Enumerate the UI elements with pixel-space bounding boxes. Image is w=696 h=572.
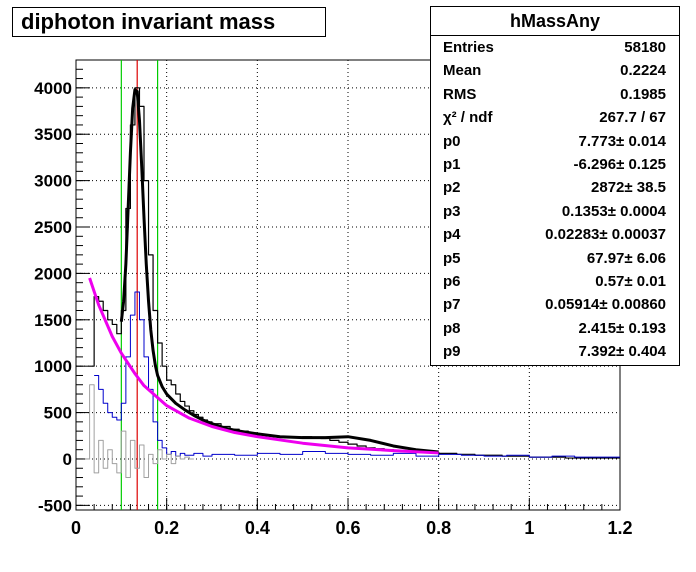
stats-value: 2.415± 0.193 (578, 319, 666, 337)
stats-row: p3 0.1353± 0.0004 (431, 200, 679, 223)
stats-value: 7.773± 0.014 (578, 132, 666, 150)
y-tick-label: 3000 (34, 172, 72, 191)
stats-label: χ² / ndf (443, 109, 493, 127)
stats-label: p3 (443, 202, 461, 220)
y-tick-label: 0 (63, 450, 72, 469)
x-tick-label: 1.2 (607, 518, 632, 538)
stats-label: p8 (443, 319, 461, 337)
stats-row: Mean 0.2224 (431, 59, 679, 82)
histogram-series (94, 291, 620, 458)
x-tick-label: 0.6 (335, 518, 360, 538)
stats-label: p4 (443, 226, 461, 244)
stats-row: χ² / ndf 267.7 / 67 (431, 106, 679, 129)
stats-label: Entries (443, 39, 494, 56)
stats-value: 2872± 38.5 (591, 179, 666, 197)
fit-curve (119, 88, 439, 454)
stats-row: Entries 58180 (431, 36, 679, 59)
stats-value: 0.1985 (620, 85, 666, 103)
stats-row: p9 7.392± 0.404 (431, 340, 679, 363)
stats-row: p6 0.57± 0.01 (431, 270, 679, 293)
stats-value: 0.05914± 0.00860 (545, 296, 666, 314)
x-tick-label: 0 (71, 518, 81, 538)
stats-label: p5 (443, 249, 461, 267)
y-tick-label: 1000 (34, 357, 72, 376)
stats-value: 0.57± 0.01 (595, 272, 666, 290)
stats-value: 58180 (624, 39, 666, 56)
x-tick-label: 0.4 (245, 518, 270, 538)
y-tick-label: 2500 (34, 218, 72, 237)
y-tick-label: 2000 (34, 264, 72, 283)
stats-value: 0.2224 (620, 62, 666, 80)
axis-ticks (75, 68, 621, 510)
stats-box: hMassAny Entries 58180 Mean 0.2224 RMS 0.1985… (430, 6, 680, 366)
chart-title: diphoton invariant mass (12, 7, 326, 37)
x-tick-label: 0.8 (426, 518, 451, 538)
stats-row: p7 0.05914± 0.00860 (431, 293, 679, 316)
stats-label: RMS (443, 85, 477, 103)
stats-label: p7 (443, 296, 461, 314)
y-tick-label: 3500 (34, 125, 72, 144)
tick-labels: 0 0.2 0.4 0.6 0.8 1 1.2 -500 0 500 1000 1500 2000 250… (34, 79, 632, 538)
series-layer (85, 87, 620, 479)
stats-value: 7.392± 0.404 (578, 343, 666, 361)
stats-value: -6.296± 0.125 (573, 155, 666, 173)
stats-label: p6 (443, 272, 461, 290)
stats-value: 267.7 / 67 (599, 109, 666, 127)
stats-label: p1 (443, 155, 461, 173)
stats-row: p8 2.415± 0.193 (431, 317, 679, 340)
stats-label: p9 (443, 343, 461, 361)
stats-row: p0 7.773± 0.014 (431, 130, 679, 153)
stats-row: p5 67.97± 6.06 (431, 247, 679, 270)
stats-title: hMassAny (431, 7, 679, 36)
fit-curve (88, 277, 439, 455)
y-tick-label: 4000 (34, 79, 72, 98)
y-tick-label: -500 (38, 496, 72, 515)
y-tick-label: 500 (44, 404, 72, 423)
stats-label: p2 (443, 179, 461, 197)
stats-value: 0.1353± 0.0004 (561, 202, 666, 220)
stats-label: p0 (443, 132, 461, 150)
histogram-series (85, 384, 194, 479)
stats-rows: Entries 58180 Mean 0.2224 RMS 0.1985 χ² / ndf 2… (431, 36, 679, 363)
stats-row: p4 0.02283± 0.00037 (431, 223, 679, 246)
y-tick-label: 1500 (34, 311, 72, 330)
x-tick-label: 0.2 (154, 518, 179, 538)
stats-label: Mean (443, 62, 482, 80)
stats-row: RMS 0.1985 (431, 83, 679, 106)
stats-value: 67.97± 6.06 (586, 249, 666, 267)
x-tick-label: 1 (524, 518, 534, 538)
stats-value: 0.02283± 0.00037 (545, 226, 666, 244)
stats-row: p2 2872± 38.5 (431, 176, 679, 199)
stats-row: p1 -6.296± 0.125 (431, 153, 679, 176)
